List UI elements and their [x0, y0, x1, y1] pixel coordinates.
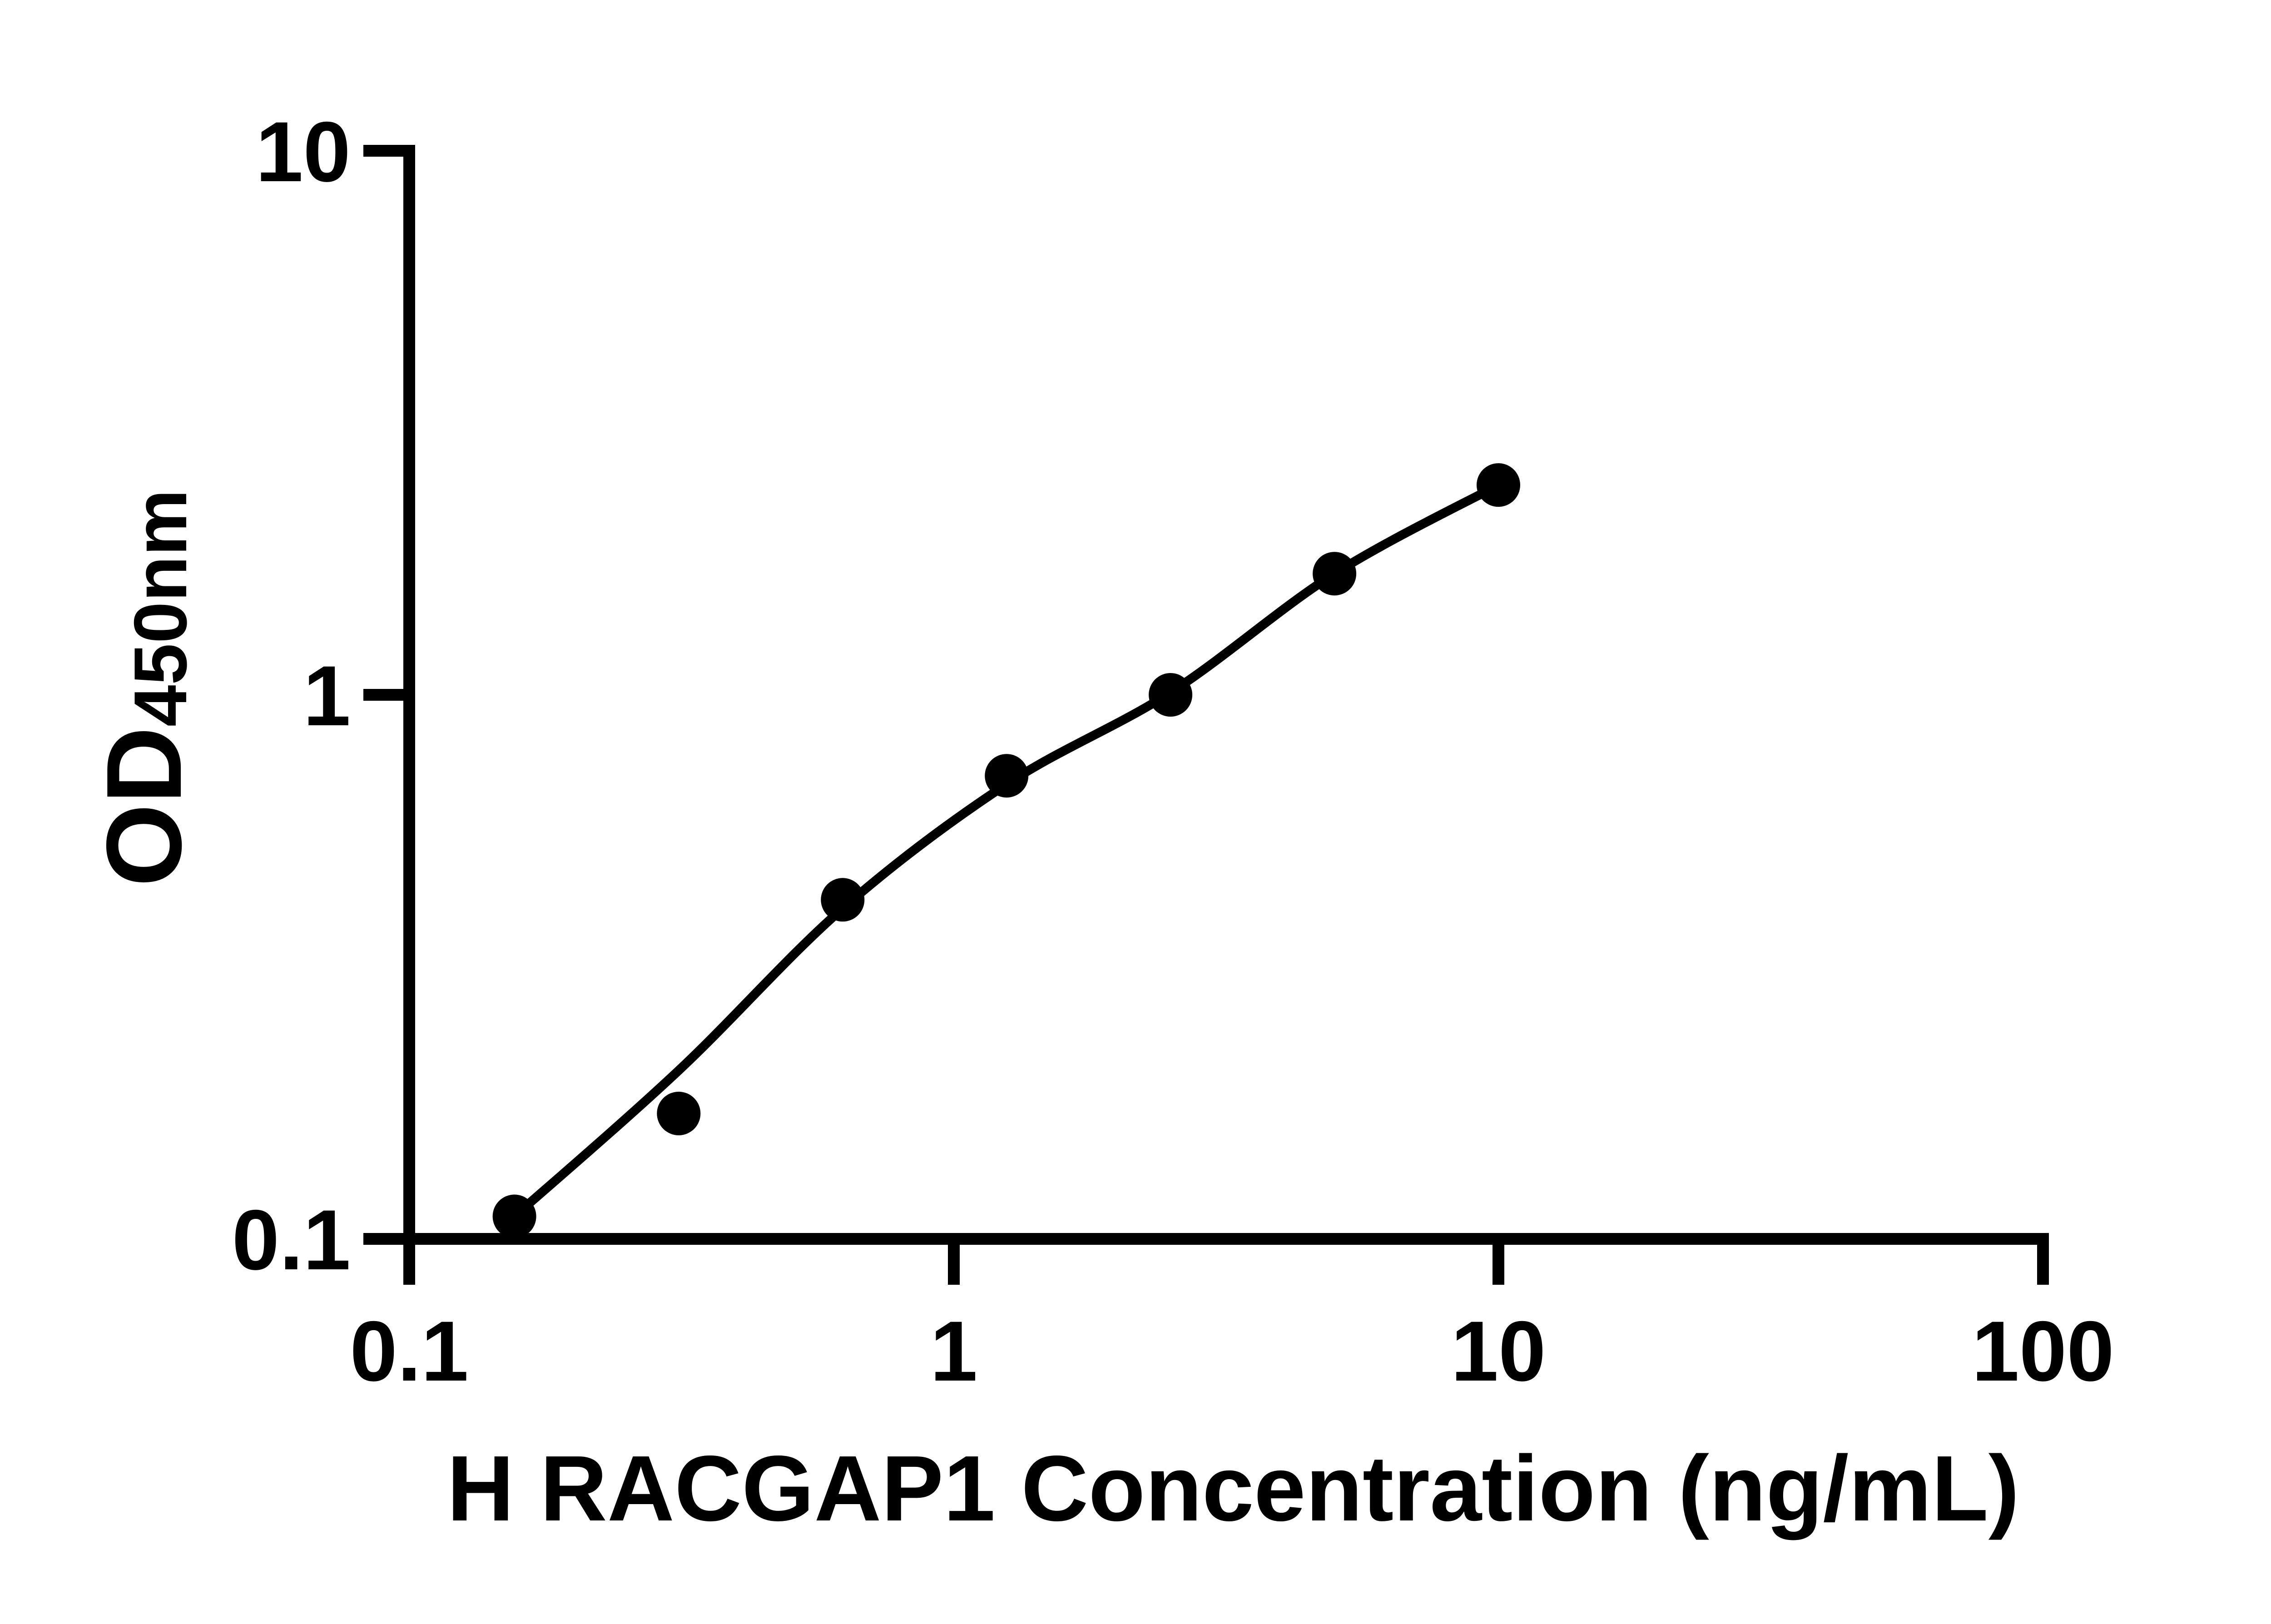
- data-point: [1313, 552, 1357, 596]
- y-axis-title-main: OD: [84, 727, 203, 887]
- data-point: [821, 878, 865, 922]
- data-point: [657, 1091, 701, 1135]
- x-tick-label: 0.1: [350, 1303, 468, 1399]
- axis-ticks: [363, 145, 2049, 1285]
- x-axis-title: H RACGAP1 Concentration (ng/mL): [447, 1436, 2019, 1540]
- x-tick-label: 10: [1451, 1303, 1546, 1399]
- axis-tick-labels: 10 1 0.1 0.1 1 10 100: [232, 104, 2114, 1399]
- x-tick-label: 1: [930, 1303, 978, 1399]
- data-points: [492, 463, 1520, 1238]
- y-tick-label: 10: [256, 104, 351, 199]
- axes: [363, 145, 2049, 1285]
- data-point: [1477, 463, 1520, 507]
- data-point: [1149, 673, 1193, 717]
- data-point: [985, 754, 1029, 798]
- y-axis-title-subscript: 450nm: [119, 489, 202, 727]
- x-tick-label: 100: [1972, 1303, 2114, 1399]
- y-tick-label: 1: [303, 648, 351, 743]
- y-tick-label: 0.1: [232, 1192, 351, 1287]
- y-axis-title: OD450nm: [84, 489, 203, 886]
- data-point: [492, 1194, 536, 1238]
